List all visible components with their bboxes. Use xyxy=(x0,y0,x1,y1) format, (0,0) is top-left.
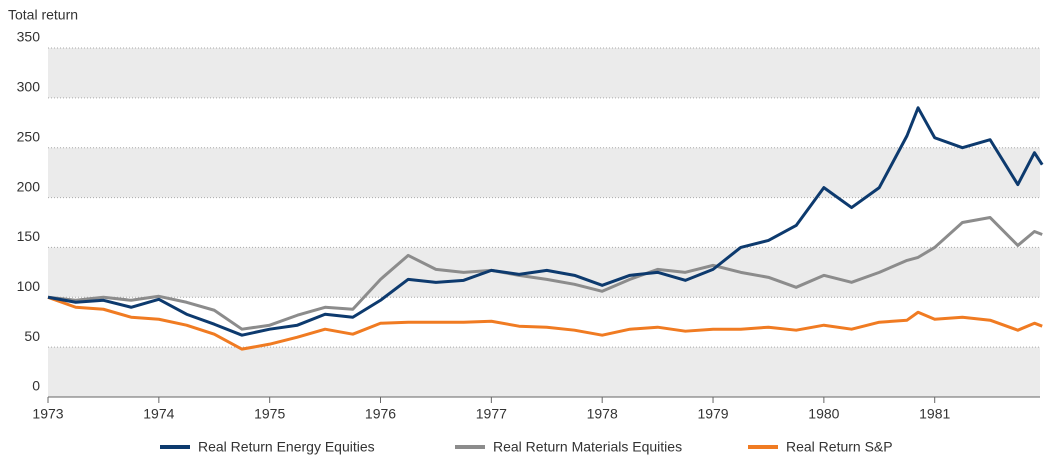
x-tick-label: 1980 xyxy=(808,406,839,422)
x-tick-label: 1976 xyxy=(365,406,396,422)
y-tick-label: 0 xyxy=(32,378,40,394)
legend-label: Real Return Materials Equities xyxy=(493,439,682,455)
x-tick-label: 1973 xyxy=(32,406,63,422)
y-axis-title: Total return xyxy=(8,7,78,23)
y-tick-label: 250 xyxy=(17,128,41,144)
band xyxy=(48,247,1040,298)
y-tick-label: 100 xyxy=(17,278,41,294)
legend-label: Real Return S&P xyxy=(786,439,893,455)
y-tick-label: 350 xyxy=(17,29,41,45)
x-tick-label: 1981 xyxy=(919,406,950,422)
series-line xyxy=(47,106,1044,337)
x-tick-label: 1975 xyxy=(254,406,285,422)
legend-label: Real Return Energy Equities xyxy=(198,439,375,455)
x-tick-label: 1979 xyxy=(697,406,728,422)
y-tick-label: 50 xyxy=(24,328,40,344)
y-tick-label: 150 xyxy=(17,228,41,244)
x-tick-label: 1978 xyxy=(587,406,618,422)
band xyxy=(48,147,1040,198)
series-line xyxy=(47,295,1043,351)
x-tick-label: 1977 xyxy=(476,406,507,422)
x-tick-label: 1974 xyxy=(143,406,174,422)
band xyxy=(48,48,1040,98)
y-tick-label: 300 xyxy=(17,79,41,95)
y-tick-label: 200 xyxy=(17,178,41,194)
series-line xyxy=(47,216,1043,331)
band xyxy=(48,347,1040,397)
